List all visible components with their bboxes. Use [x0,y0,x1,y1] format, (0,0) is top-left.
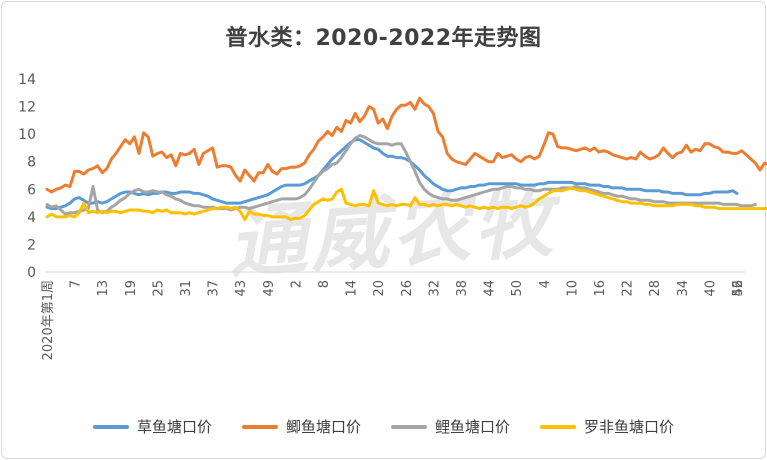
series-line-2 [45,96,767,194]
y-tick-label: 2 [27,237,36,253]
legend-label: 鲤鱼塘口价 [435,418,511,436]
x-tick-label: 28 [648,280,663,297]
x-tick-label: 14 [345,280,360,297]
legend-item: 鲤鱼塘口价 [391,416,510,437]
x-tick-label: 34 [676,280,691,297]
chart-legend: 草鱼塘口价 鲫鱼塘口价 鲤鱼塘口价 罗非鱼塘口价 [0,416,767,437]
x-tick-label: 10 [565,280,580,297]
x-tick-label: 16 [593,280,608,297]
legend-item: 草鱼塘口价 [92,416,212,437]
chart-title: 普水类：2020-2022年走势图 [225,26,542,51]
series-line-4 [45,186,767,222]
y-tick-label: 8 [27,155,36,171]
series-line-3 [45,134,757,216]
x-tick-label: 31 [179,280,194,297]
x-tick-label: 43 [234,280,249,297]
y-tick-label: 10 [18,127,36,143]
legend-label: 罗非鱼塘口价 [584,418,675,436]
legend-swatch [92,424,129,429]
x-first-label: 2020年第1周 [41,280,56,360]
x-tick-label: 20 [372,280,387,297]
x-tick-label: 26 [400,280,415,297]
x-tick-label: 40 [703,280,718,297]
y-tick-label: 4 [27,210,36,226]
legend-swatch [391,424,427,429]
x-tick-label: 4 [538,280,553,288]
legend-swatch [241,424,278,429]
x-tick-label: 38 [455,280,470,297]
x-tick-label: 50 [510,280,525,297]
y-tick-label: 6 [27,182,36,198]
x-tick-label: 37 [207,280,222,297]
y-tick-label: 12 [18,100,36,116]
x-tick-label: 22 [621,280,636,297]
x-tick-label: 52 [731,280,746,297]
y-tick-label: 14 [18,72,36,88]
x-tick-label: 44 [483,280,498,297]
legend-label: 鲫鱼塘口价 [285,418,361,436]
x-tick-label: 7 [69,280,84,288]
x-tick-label: 13 [96,280,111,297]
legend-swatch [540,424,577,429]
legend-label: 草鱼塘口价 [136,418,212,436]
x-tick-label: 25 [151,280,166,297]
legend-item: 鲫鱼塘口价 [241,416,361,437]
x-tick-label: 2 [289,280,304,288]
x-tick-label: 46 [731,280,746,297]
legend-item: 罗非鱼塘口价 [540,416,674,437]
x-tick-label: 32 [427,280,442,297]
x-tick-label: 8 [317,280,332,288]
x-tick-label: 49 [262,280,277,297]
x-tick-label: 19 [124,280,139,297]
y-tick-label: 0 [27,265,36,281]
